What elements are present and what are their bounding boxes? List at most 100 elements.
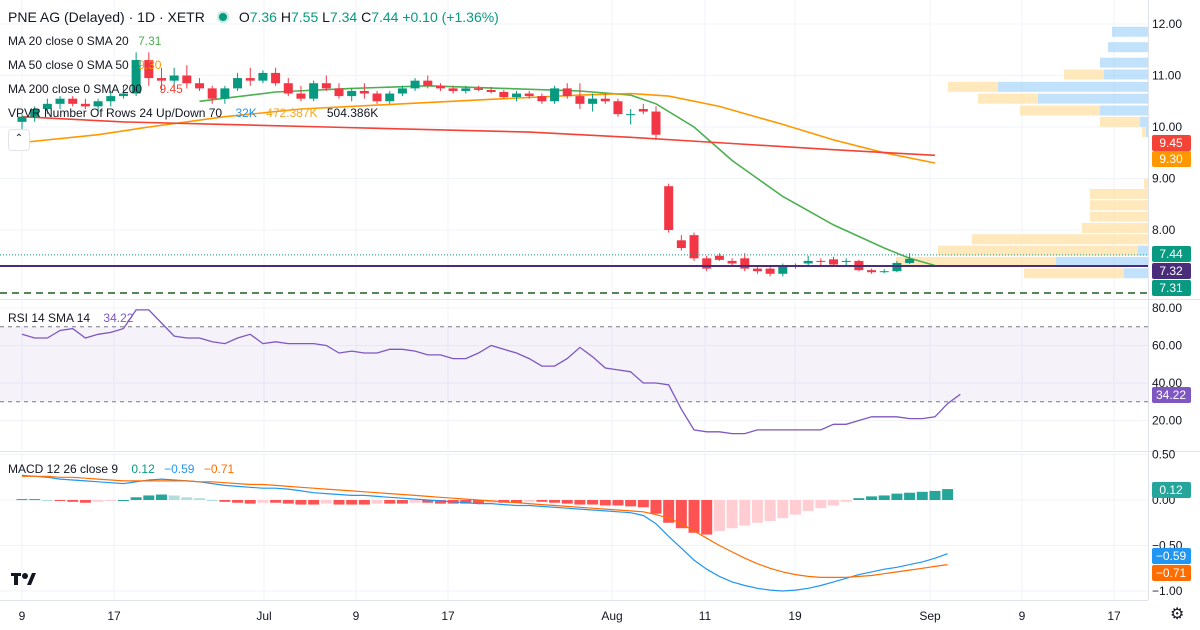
candle-body <box>829 259 839 265</box>
ma50-label: MA 50 close 0 SMA 50 <box>8 58 129 72</box>
macd-hist-value: 0.12 <box>131 462 155 476</box>
candle-body <box>220 88 230 99</box>
macd-histogram-bar <box>561 500 573 504</box>
candle-body <box>207 88 217 99</box>
macd-histogram-bar <box>79 500 91 503</box>
time-tick-label: 17 <box>441 609 455 623</box>
rsi-label: RSI 14 SMA 14 <box>8 311 91 325</box>
vpvr-up-bar <box>1100 105 1148 116</box>
macd-histogram-bar <box>587 500 599 505</box>
macd-histogram-bar <box>688 500 700 533</box>
macd-histogram-bar <box>308 500 320 505</box>
macd-line-value: −0.59 <box>164 462 195 476</box>
ma200-label: MA 200 close 0 SMA 200 <box>8 82 143 96</box>
candle-body <box>156 78 166 81</box>
price-pane[interactable] <box>0 52 1148 294</box>
candle-body <box>283 83 293 94</box>
macd-histogram-bar <box>168 495 180 500</box>
vpvr-down-bar <box>1020 105 1100 116</box>
last-price-badge: 7.44 <box>1159 247 1183 261</box>
legend-ma50[interactable]: MA 50 close 0 SMA 50 9.30 <box>8 58 161 72</box>
low-label: L <box>322 9 330 25</box>
candle-body <box>169 75 179 81</box>
rsi-pane[interactable] <box>0 309 1148 435</box>
legend-rsi[interactable]: RSI 14 SMA 14 34.22 <box>8 311 133 325</box>
candle-body <box>106 96 116 102</box>
legend-vpvr[interactable]: VPVR Number Of Rows 24 Up/Down 70 32K 47… <box>8 106 378 120</box>
candle-body <box>524 93 534 97</box>
candle-body <box>778 266 788 274</box>
rsi-tick-label: 60.00 <box>1152 339 1182 353</box>
macd-histogram-bar <box>320 500 332 504</box>
price-tick-label: 11.00 <box>1152 69 1181 83</box>
macd-label: MACD 12 26 close 9 <box>8 462 119 476</box>
time-tick-label: 17 <box>107 609 121 623</box>
legend-macd[interactable]: MACD 12 26 close 9 0.12 −0.59 −0.71 <box>8 462 234 476</box>
rsi-tick-label: 40.00 <box>1152 376 1182 390</box>
candle-body <box>42 103 52 109</box>
vpvr-down-bar <box>948 81 998 92</box>
vpvr-down-bar <box>938 245 1138 256</box>
macd-histogram-bar <box>67 500 79 502</box>
macd-histogram-bar <box>840 500 852 502</box>
rsi-tick-label: 20.00 <box>1152 414 1182 428</box>
line-price-badge-bg <box>1152 263 1191 279</box>
ma200-price-badge-bg <box>1152 135 1191 151</box>
volume-profile <box>896 26 1148 279</box>
rsi-band <box>0 326 1148 402</box>
vpvr-down-bar <box>896 256 1056 267</box>
vpvr-up-bar <box>1108 42 1148 53</box>
vpvr-up-bar <box>1138 245 1148 256</box>
candle-body <box>676 240 686 249</box>
legend-ma200[interactable]: MA 200 close 0 SMA 200 9.45 <box>8 82 183 96</box>
candle-body <box>689 235 699 259</box>
axes[interactable]: 12.00 11.00 10.00 9.00 8.00 80.00 60.00 40.00 20… <box>19 17 1191 623</box>
rsi-badge: 34.22 <box>1156 388 1186 402</box>
macd-histogram-bar <box>751 500 763 523</box>
tradingview-logo-icon[interactable] <box>10 570 38 588</box>
macd-histogram-bar <box>194 498 206 500</box>
legend-ma20[interactable]: MA 20 close 0 SMA 20 7.31 <box>8 34 161 48</box>
candle-body <box>892 262 902 272</box>
price-tick-label: 12.00 <box>1152 17 1182 31</box>
candle-body <box>309 83 319 99</box>
candle-body <box>118 93 128 97</box>
macd-histogram-bar <box>891 493 903 500</box>
macd-histogram-bar <box>333 500 345 505</box>
candle-body <box>613 101 623 115</box>
macd-histogram-bar <box>105 500 117 501</box>
time-tick-label: 9 <box>353 609 360 623</box>
macd-histogram-bar <box>904 492 916 500</box>
candle-body <box>17 116 27 122</box>
vpvr-down-bar <box>1090 200 1148 211</box>
candle-body <box>435 85 445 89</box>
symbol-title[interactable]: PNE AG (Delayed) · 1D · XETR <box>8 9 205 25</box>
macd-histogram-bar <box>663 500 675 523</box>
candle-body <box>486 89 496 92</box>
price-tick-label: 10.00 <box>1152 120 1182 134</box>
vpvr-up-bar <box>998 81 1148 92</box>
candle-body <box>651 111 661 135</box>
time-tick-label: 9 <box>19 609 26 623</box>
macd-histogram-bar <box>396 500 408 504</box>
gear-icon[interactable]: ⚙ <box>1170 606 1185 623</box>
candle-body <box>397 88 407 94</box>
macd-histogram-bar <box>916 491 928 500</box>
rsi-badge-bg <box>1152 387 1191 403</box>
time-tick-label: 9 <box>1019 609 1026 623</box>
macd-signal-badge: −0.71 <box>1156 566 1187 580</box>
chevron-up-icon[interactable]: ⌃ <box>8 129 30 151</box>
macd-histogram-bar <box>802 500 814 511</box>
candle-body <box>752 268 762 272</box>
macd-pane[interactable] <box>16 474 954 592</box>
macd-histogram-bar <box>92 500 104 502</box>
candle-body <box>803 260 813 264</box>
macd-histogram-bar <box>637 500 649 508</box>
rsi-line <box>21 309 961 435</box>
time-tick-label: 17 <box>1107 609 1121 623</box>
vpvr-up-bar <box>1146 127 1148 138</box>
ma20-price-badge-bg <box>1152 280 1191 296</box>
vpvr-total-value: 504.386K <box>326 106 379 120</box>
candle-body <box>372 93 382 102</box>
